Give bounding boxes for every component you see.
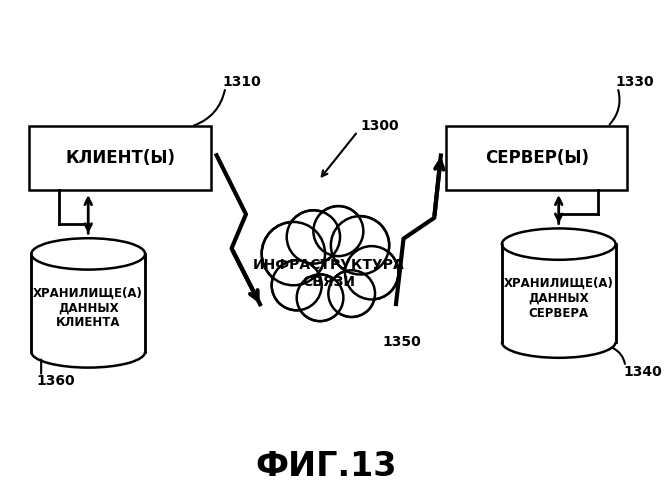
Text: 1330: 1330 [616,75,654,89]
Circle shape [345,246,398,299]
Text: ХРАНИЛИЩЕ(А)
ДАННЫХ
КЛИЕНТА: ХРАНИЛИЩЕ(А) ДАННЫХ КЛИЕНТА [33,286,143,329]
Circle shape [271,260,321,310]
Bar [29,126,211,190]
Text: ХРАНИЛИЩЕ(А)
ДАННЫХ
СЕРВЕРА: ХРАНИЛИЩЕ(А) ДАННЫХ СЕРВЕРА [504,276,614,319]
Text: СЕРВЕР(Ы): СЕРВЕР(Ы) [485,149,589,167]
Text: 1340: 1340 [624,365,662,379]
Ellipse shape [31,238,145,269]
Circle shape [287,210,340,263]
Bar [446,126,628,190]
Circle shape [261,222,325,285]
Circle shape [299,276,342,319]
Circle shape [328,270,375,317]
Text: 1310: 1310 [223,75,261,89]
Text: ИНФРАСТРУКТУРА
СВЯЗИ: ИНФРАСТРУКТУРА СВЯЗИ [253,258,404,288]
Circle shape [313,206,364,256]
Circle shape [264,225,323,283]
Text: ФИГ.13: ФИГ.13 [255,450,397,483]
Circle shape [330,272,373,315]
Bar [31,254,145,352]
Circle shape [331,216,389,274]
Circle shape [273,262,319,308]
Text: 1350: 1350 [382,335,421,349]
Circle shape [289,213,338,261]
Text: 1300: 1300 [361,119,400,134]
Ellipse shape [502,229,616,260]
Text: 1360: 1360 [36,374,75,388]
Text: КЛИЕНТ(Ы): КЛИЕНТ(Ы) [65,149,175,167]
Circle shape [334,219,387,272]
Circle shape [315,208,362,254]
Bar [502,244,616,342]
Circle shape [297,274,344,321]
Circle shape [347,248,396,297]
